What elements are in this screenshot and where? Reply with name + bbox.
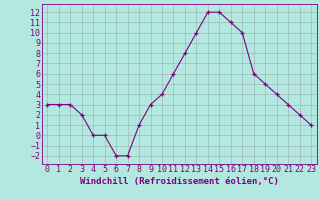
X-axis label: Windchill (Refroidissement éolien,°C): Windchill (Refroidissement éolien,°C) xyxy=(80,177,279,186)
